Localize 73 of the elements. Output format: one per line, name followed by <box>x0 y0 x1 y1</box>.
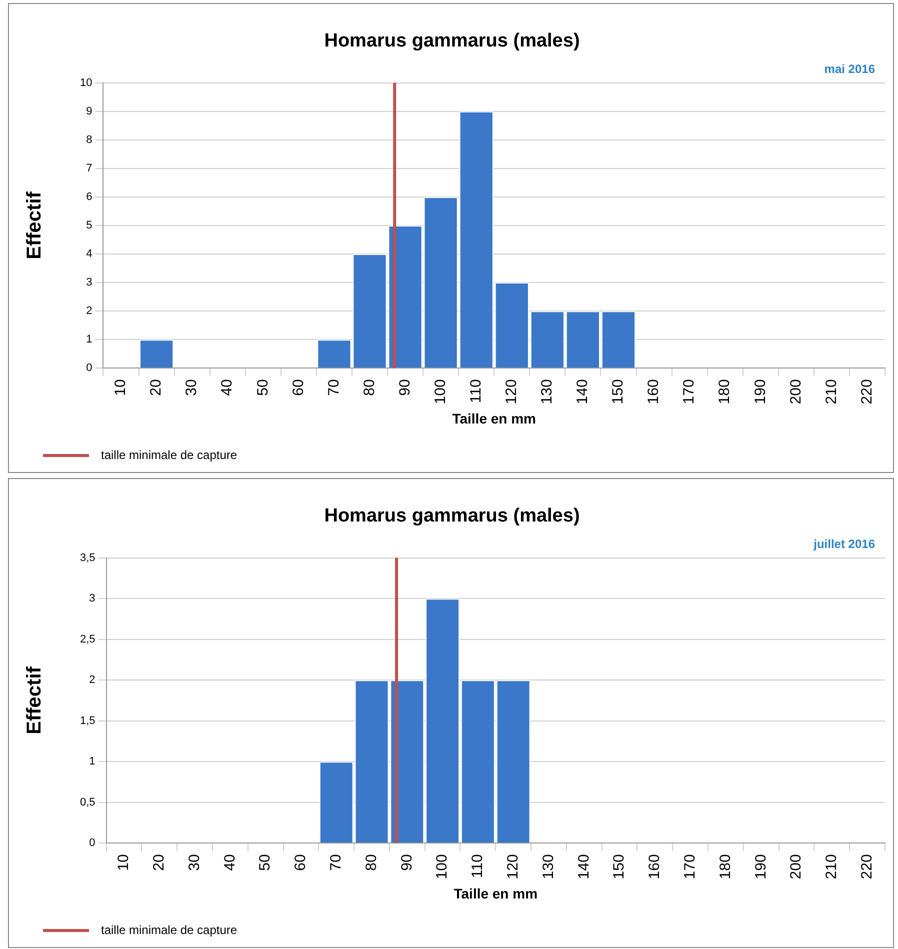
x-tick-label: 130 <box>540 854 557 880</box>
legend-label: taille minimale de capture <box>101 923 238 937</box>
x-tick-label: 80 <box>362 854 380 871</box>
x-tick-label: 10 <box>115 854 132 871</box>
x-tick-label: 40 <box>221 854 238 871</box>
y-tick-label: 3 <box>89 592 96 605</box>
x-tick-label: 60 <box>290 379 307 396</box>
x-tick-label: 200 <box>787 379 804 404</box>
x-tick-label: 110 <box>467 379 484 404</box>
y-tick-label: 4 <box>86 248 92 260</box>
y-tick-label: 10 <box>80 76 92 89</box>
y-tick-label: 8 <box>86 134 92 146</box>
y-tick-label: 0 <box>86 362 92 374</box>
y-axis-title: Effectif <box>24 191 46 260</box>
x-tick-label: 190 <box>752 854 770 880</box>
y-tick-label: 7 <box>86 162 92 174</box>
x-tick-label: 70 <box>325 379 342 396</box>
x-tick-label: 120 <box>504 854 522 880</box>
x-tick-label: 180 <box>716 379 734 404</box>
x-tick-label: 210 <box>822 379 840 404</box>
x-tick-label: 140 <box>575 854 592 880</box>
x-tick-label: 80 <box>360 379 378 396</box>
x-tick-label: 190 <box>752 379 769 404</box>
x-tick-label: 150 <box>610 379 627 404</box>
x-tick-label: 30 <box>183 379 200 396</box>
legend-label: taille minimale de capture <box>101 448 238 462</box>
y-tick-label: 2,5 <box>80 633 96 646</box>
x-tick-label: 40 <box>218 379 236 396</box>
y-tick-label: 5 <box>86 220 92 232</box>
x-tick-label: 30 <box>186 854 203 871</box>
y-tick-label: 1 <box>86 334 92 346</box>
y-tick-label: 6 <box>86 190 92 203</box>
x-tick-label: 130 <box>538 379 556 404</box>
y-tick-label: 1,5 <box>80 714 96 727</box>
x-tick-label: 160 <box>645 379 662 404</box>
x-tick-label: 90 <box>398 854 416 871</box>
x-axis-title: Taille en mm <box>454 885 538 902</box>
x-tick-label: 120 <box>503 379 520 404</box>
x-tick-label: 170 <box>681 854 698 880</box>
y-axis-title: Effectif <box>24 666 46 734</box>
y-tick-label: 3 <box>86 276 92 289</box>
x-tick-label: 220 <box>858 854 876 880</box>
x-tick-label: 90 <box>396 379 414 396</box>
x-tick-label: 10 <box>112 379 130 396</box>
y-tick-label: 1 <box>89 756 96 768</box>
x-tick-label: 100 <box>434 854 451 880</box>
x-tick-label: 110 <box>469 854 486 878</box>
y-tick-label: 2 <box>86 305 92 318</box>
x-axis-title: Taille en mm <box>452 410 536 426</box>
x-tick-label: 70 <box>328 854 345 871</box>
text: juillet 2016 <box>814 537 875 551</box>
y-tick-label: 0,5 <box>80 796 96 808</box>
x-tick-label: 200 <box>788 854 805 880</box>
text: mai 2016 <box>824 62 875 76</box>
y-tick-label: 3,5 <box>80 552 96 564</box>
x-tick-label: 170 <box>680 379 698 404</box>
y-tick-label: 9 <box>86 105 92 118</box>
x-tick-label: 150 <box>610 854 628 880</box>
x-tick-label: 210 <box>823 854 840 880</box>
x-tick-label: 20 <box>150 854 168 871</box>
x-tick-label: 140 <box>574 379 592 404</box>
x-tick-label: 100 <box>432 379 449 404</box>
chart-title: Homarus gammarus (males) <box>324 30 580 52</box>
x-tick-label: 20 <box>148 379 165 396</box>
x-tick-label: 60 <box>292 854 310 871</box>
chart-title: Homarus gammarus (males) <box>324 506 580 527</box>
x-tick-label: 160 <box>646 854 664 880</box>
y-tick-label: 0 <box>89 837 96 850</box>
y-tick-label: 2 <box>89 674 96 686</box>
x-tick-label: 220 <box>858 379 876 404</box>
x-tick-label: 50 <box>256 854 274 871</box>
x-tick-label: 50 <box>254 379 272 396</box>
x-tick-label: 180 <box>716 854 734 880</box>
